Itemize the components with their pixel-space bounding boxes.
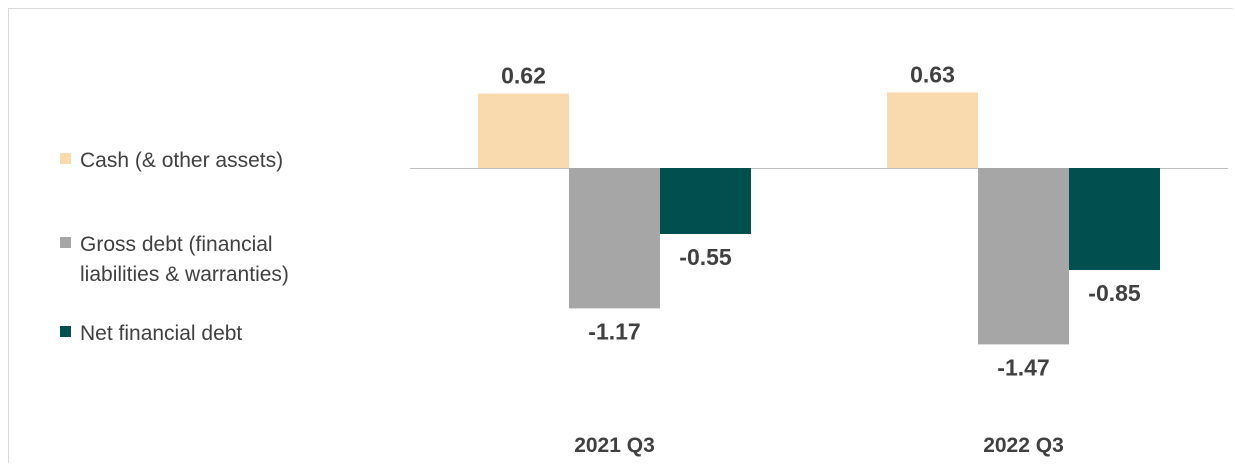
chart-frame: [8, 8, 1233, 463]
legend-swatch-cash: [60, 153, 71, 164]
category-label-2: 2022 Q3: [983, 434, 1064, 457]
data-label-net-debt-2: -0.85: [1088, 280, 1141, 306]
data-label-gross-debt-1: -1.17: [588, 318, 640, 344]
legend-item-net-debt: Net financial debt: [60, 319, 370, 349]
bar-gross-debt-2: [978, 168, 1069, 345]
bar-cash-2: [887, 92, 978, 168]
bar-cash-1: [478, 93, 569, 168]
category-label-1: 2021 Q3: [574, 434, 655, 457]
legend-label-gross-debt: Gross debt (financial liabilities & warr…: [80, 233, 289, 286]
bar-net-debt-2: [1069, 168, 1160, 270]
legend-item-cash: Cash (& other assets): [60, 146, 370, 176]
bars-group: [478, 92, 1160, 345]
data-label-gross-debt-2: -1.47: [997, 354, 1049, 380]
bar-net-debt-1: [660, 168, 751, 234]
legend-item-gross-debt: Gross debt (financial liabilities & warr…: [60, 230, 370, 290]
category-labels-group: 2021 Q3 2022 Q3: [574, 434, 1064, 457]
bar-gross-debt-1: [569, 168, 660, 309]
data-label-cash-1: 0.62: [501, 63, 546, 89]
legend-label-net-debt: Net financial debt: [80, 322, 243, 345]
legend-label-cash: Cash (& other assets): [80, 149, 284, 172]
data-label-net-debt-1: -0.55: [679, 244, 732, 270]
data-labels-group: 0.62 -1.17 -0.55 0.63 -1.47 -0.85: [501, 61, 1141, 380]
data-label-cash-2: 0.63: [910, 61, 955, 87]
legend-swatch-gross-debt: [60, 237, 71, 248]
legend-swatch-net-debt: [60, 326, 71, 337]
